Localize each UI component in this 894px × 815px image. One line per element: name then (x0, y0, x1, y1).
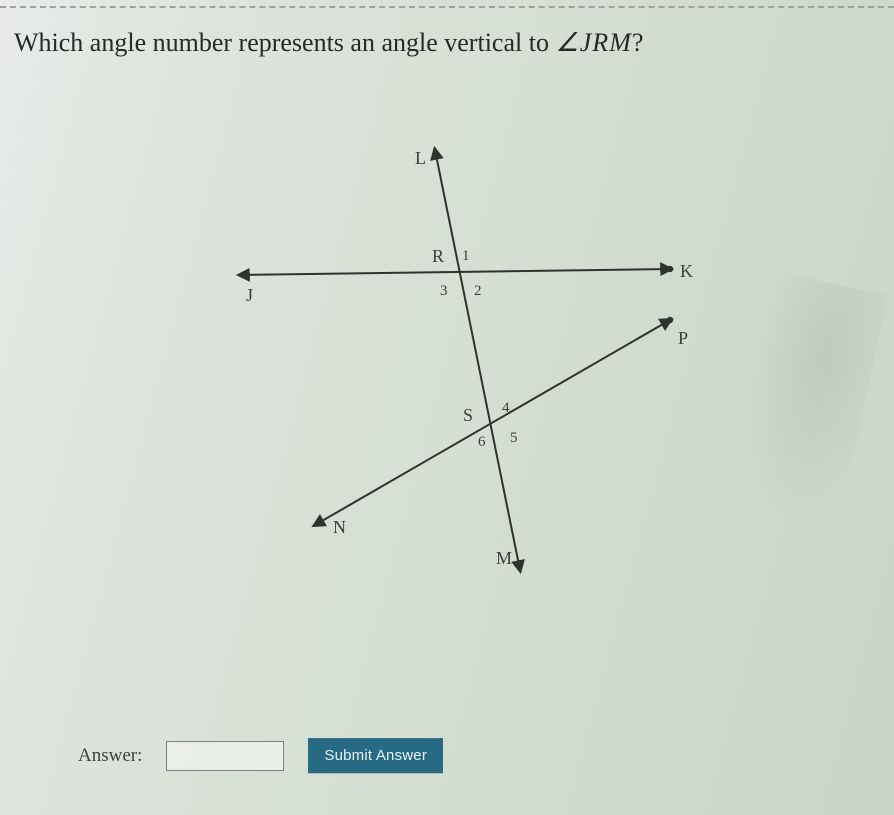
angle-number-5: 5 (510, 430, 518, 446)
top-dashed-rule (0, 6, 894, 8)
answer-row: Answer: Submit Answer (78, 738, 443, 773)
angle-number-1: 1 (462, 248, 470, 264)
answer-input[interactable] (166, 741, 284, 771)
question-prefix: Which angle number represents an angle v… (14, 28, 555, 57)
angle-symbol: ∠ (555, 28, 579, 57)
submit-answer-button[interactable]: Submit Answer (308, 738, 443, 773)
point-label-P: P (678, 328, 688, 348)
angle-number-6: 6 (478, 434, 486, 450)
angle-label: JRM (580, 28, 632, 57)
point-label-S: S (463, 405, 473, 425)
geometry-diagram: R S L M J K N P 1 2 3 45 6 (200, 130, 730, 600)
point-dot-P (667, 317, 673, 323)
line-NP (315, 320, 670, 525)
point-label-K: K (680, 261, 693, 281)
point-label-J: J (246, 285, 253, 305)
point-label-M: M (496, 548, 512, 568)
angle-number-2: 2 (474, 283, 482, 299)
line-LM (435, 150, 520, 570)
point-label-N: N (333, 517, 346, 537)
question-suffix: ? (632, 28, 644, 57)
question-text: Which angle number represents an angle v… (14, 28, 882, 58)
point-dot-K (667, 266, 673, 272)
point-label-R: R (432, 246, 444, 266)
angle-number-4: 4 (502, 400, 510, 416)
angle-number-3: 3 (440, 283, 448, 299)
diagram-svg: R S L M J K N P 1 2 3 45 6 (200, 130, 730, 600)
line-JK (240, 269, 670, 275)
point-label-L: L (415, 148, 426, 168)
answer-label: Answer: (78, 745, 142, 767)
